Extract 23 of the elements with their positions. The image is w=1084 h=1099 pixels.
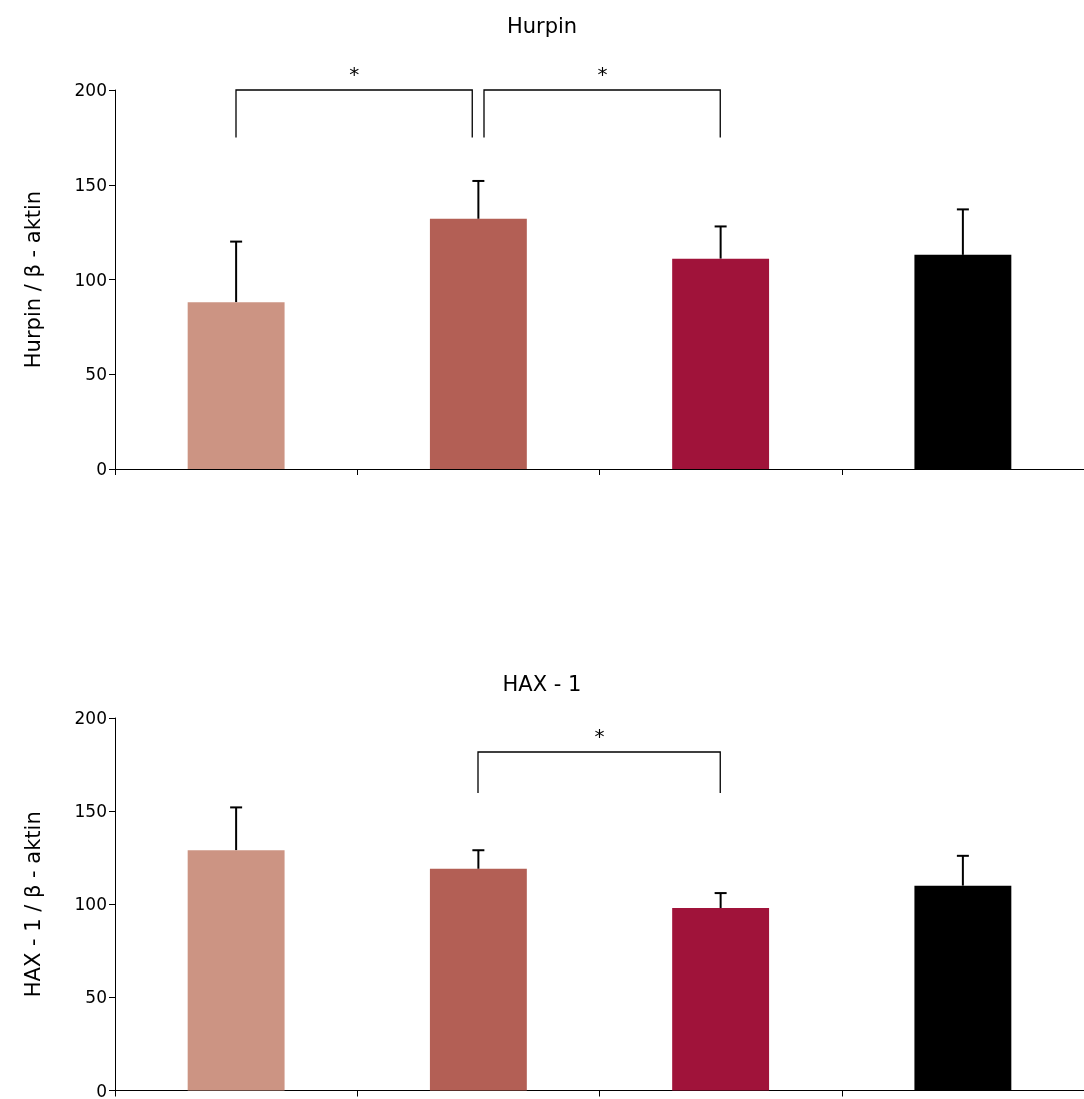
y-tick-label: 50 [85, 987, 107, 1008]
y-tick-label: 200 [74, 708, 107, 728]
y-axis-title: Hurpin / β - aktin [20, 190, 45, 369]
text: * [597, 62, 608, 86]
bar [429, 868, 527, 1091]
bar [187, 302, 285, 469]
y-tick-label: 100 [74, 269, 107, 290]
y-tick-label: 200 [74, 80, 107, 100]
y-tick-label: 150 [74, 801, 107, 822]
bar [672, 258, 770, 469]
text: * [349, 62, 360, 86]
y-tick-label: 0 [96, 459, 107, 479]
y-tick-label: 100 [74, 894, 107, 915]
bar [429, 218, 527, 469]
chart-title: HAX - 1 [502, 671, 582, 696]
bar [672, 907, 770, 1091]
y-tick-label: 0 [96, 1080, 107, 1099]
y-tick-label: 50 [85, 364, 107, 385]
bar [187, 850, 285, 1091]
chart-title: Hurpin [506, 13, 578, 38]
annotation: * [594, 723, 605, 748]
y-tick-label: 150 [74, 174, 107, 195]
y-axis-title: HAX - 1 / β - aktin [20, 811, 45, 998]
